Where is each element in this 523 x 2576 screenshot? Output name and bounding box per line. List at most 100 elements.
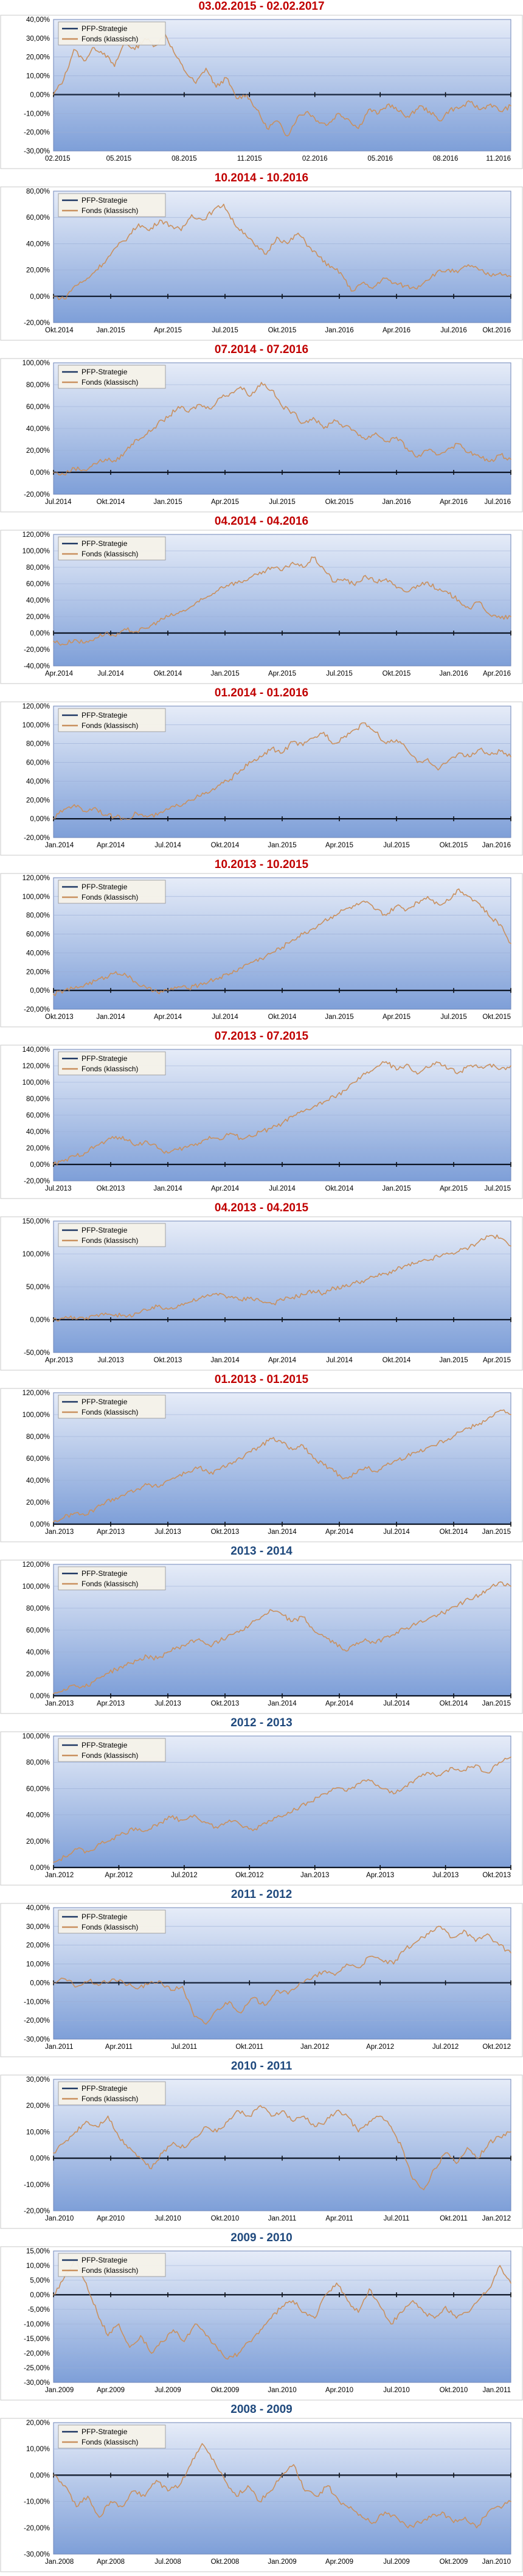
series-fonds-point bbox=[111, 1978, 113, 1980]
series-fonds-point bbox=[390, 2323, 392, 2325]
y-tick-label: 40,00% bbox=[26, 425, 50, 433]
x-tick-label: Jul.2015 bbox=[383, 842, 409, 849]
series-fonds-point bbox=[440, 1926, 442, 1927]
series-fonds-point bbox=[302, 933, 304, 935]
series-fonds-point bbox=[118, 2323, 120, 2325]
series-fonds-point bbox=[428, 1772, 429, 1774]
series-fonds-point bbox=[286, 135, 288, 137]
series-fonds-point bbox=[238, 2353, 240, 2354]
series-fonds-point bbox=[140, 2335, 142, 2337]
chart-panel: 04.2013 - 04.2015 150,00% 100,00% 50,00% 0,0… bbox=[0, 1202, 523, 1373]
series-fonds-point bbox=[260, 2329, 262, 2331]
x-tick-label: 05.2015 bbox=[106, 155, 132, 163]
series-fonds-point bbox=[146, 1141, 148, 1143]
series-fonds-point bbox=[336, 2282, 338, 2284]
x-tick-label: Apr.2012 bbox=[105, 1872, 133, 1879]
series-fonds-point bbox=[216, 2347, 218, 2348]
series-fonds-point bbox=[313, 1290, 314, 1292]
x-tick-label: Jan.2015 bbox=[382, 1185, 410, 1192]
series-fonds-point bbox=[271, 2115, 272, 2117]
y-tick-label: 10,00% bbox=[26, 2263, 50, 2270]
series-fonds-point bbox=[224, 2480, 226, 2481]
x-tick-label: Okt.2011 bbox=[440, 2215, 468, 2222]
y-tick-label: 140,00% bbox=[23, 1046, 50, 1054]
series-fonds-point bbox=[146, 988, 148, 989]
x-tick-label: Jul.2014 bbox=[154, 842, 181, 849]
y-tick-label: 100,00% bbox=[23, 1079, 50, 1087]
line-chart: 140,00% 120,00% 100,00% 80,00% 60,00% 40,00% 2… bbox=[0, 1045, 523, 1199]
series-fonds-point bbox=[107, 2115, 109, 2117]
legend: PFP-Strategie Fonds (klassisch) bbox=[58, 708, 166, 732]
series-fonds-point bbox=[336, 2110, 338, 2112]
x-tick-label: Jan.2013 bbox=[45, 1528, 74, 1536]
series-fonds-point bbox=[458, 600, 460, 601]
series-fonds-point bbox=[292, 1449, 293, 1451]
series-fonds-point bbox=[219, 1469, 221, 1470]
x-tick-label: Jan.2014 bbox=[45, 842, 74, 849]
series-fonds-point bbox=[292, 411, 293, 413]
series-fonds-point bbox=[198, 404, 200, 405]
series-fonds-point bbox=[333, 581, 335, 583]
series-fonds-point bbox=[327, 2485, 329, 2487]
series-fonds-point bbox=[364, 1073, 366, 1075]
series-fonds-point bbox=[74, 988, 75, 989]
x-tick-label: 11.2015 bbox=[237, 155, 262, 163]
series-fonds-point bbox=[313, 1629, 314, 1631]
series-fonds-point bbox=[434, 2317, 435, 2319]
y-tick-label: 120,00% bbox=[23, 531, 50, 539]
series-fonds-point bbox=[170, 1817, 171, 1818]
series-fonds-point bbox=[302, 1294, 304, 1295]
y-tick-label: -30,00% bbox=[24, 2379, 50, 2387]
series-fonds-point bbox=[313, 417, 314, 418]
x-tick-label: Jan.2011 bbox=[483, 2387, 511, 2394]
series-fonds-point bbox=[500, 1581, 501, 1583]
series-fonds-point bbox=[219, 1292, 221, 1294]
series-fonds-point bbox=[468, 1065, 470, 1066]
series-fonds-point bbox=[406, 591, 407, 593]
series-fonds-point bbox=[287, 1811, 289, 1813]
y-tick-label: -20,00% bbox=[24, 491, 50, 499]
series-fonds-point bbox=[427, 1447, 429, 1448]
x-tick-label: Jan.2013 bbox=[45, 1700, 74, 1707]
series-fonds-point bbox=[63, 79, 64, 80]
x-tick-label: Apr.2016 bbox=[383, 327, 410, 334]
legend-label-strategie: PFP-Strategie bbox=[81, 883, 128, 891]
series-fonds-point bbox=[322, 1793, 324, 1794]
series-fonds-point bbox=[489, 275, 490, 276]
y-tick-label: 0,00% bbox=[30, 630, 50, 637]
x-tick-label: Apr.2014 bbox=[154, 1013, 182, 1021]
series-fonds-point bbox=[118, 2137, 120, 2138]
series-fonds-point bbox=[292, 562, 293, 563]
series-fonds-point bbox=[105, 458, 106, 460]
legend-box bbox=[58, 2424, 166, 2449]
chart-panel: 03.02.2015 - 02.02.2017 40,00% 30,00% 20,00… bbox=[0, 0, 523, 172]
series-fonds-point bbox=[334, 1788, 336, 1790]
chart-title: 04.2013 - 04.2015 bbox=[214, 1202, 309, 1214]
series-fonds-point bbox=[386, 1636, 387, 1637]
x-tick-label: Jul.2014 bbox=[97, 670, 124, 677]
series-fonds-point bbox=[94, 1315, 96, 1317]
series-fonds-point bbox=[323, 1101, 325, 1103]
series-fonds-point bbox=[418, 2522, 420, 2524]
series-fonds-point bbox=[448, 900, 449, 901]
series-fonds-point bbox=[250, 1623, 252, 1625]
series-fonds-point bbox=[386, 441, 387, 443]
series-fonds-point bbox=[205, 2126, 207, 2127]
series-fonds-point bbox=[459, 107, 461, 108]
series-fonds-point bbox=[63, 808, 64, 810]
y-tick-label: -5,00% bbox=[28, 2306, 50, 2314]
series-fonds-point bbox=[500, 617, 501, 619]
series-fonds-point bbox=[292, 1620, 293, 1622]
series-fonds-point bbox=[250, 395, 252, 396]
y-tick-label: 60,00% bbox=[26, 1455, 50, 1463]
x-tick-label: Okt.2015 bbox=[383, 670, 411, 677]
y-tick-label: 20,00% bbox=[26, 1145, 50, 1152]
series-fonds-point bbox=[293, 2300, 294, 2301]
series-fonds-point bbox=[167, 1480, 168, 1481]
series-fonds-point bbox=[151, 2353, 153, 2354]
series-fonds-point bbox=[510, 1414, 511, 1415]
series-fonds-point bbox=[129, 2147, 131, 2149]
y-tick-label: 20,00% bbox=[26, 2102, 50, 2110]
legend-label-strategie: PFP-Strategie bbox=[81, 1741, 128, 1749]
y-tick-label: 20,00% bbox=[26, 1671, 50, 1678]
